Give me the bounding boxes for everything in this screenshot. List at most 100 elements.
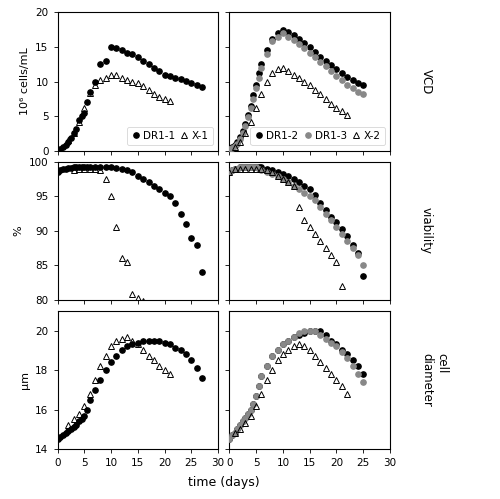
DR1-2 — [248, 103, 254, 109]
DR1-1 — [54, 147, 60, 153]
DR1-1 — [78, 113, 84, 119]
Y-axis label: 10⁶ cells/mL: 10⁶ cells/mL — [20, 48, 30, 115]
X-2 — [312, 87, 318, 93]
DR1-3 — [240, 130, 246, 136]
DR1-2 — [350, 77, 356, 83]
DR1-1 — [140, 58, 146, 64]
DR1-3 — [334, 73, 340, 79]
DR1-1 — [65, 139, 71, 145]
DR1-2 — [280, 27, 286, 33]
DR1-2 — [296, 36, 302, 42]
DR1-1 — [151, 65, 157, 71]
DR1-1 — [114, 45, 119, 51]
X-1 — [135, 80, 141, 86]
X-2 — [344, 112, 350, 118]
DR1-3 — [360, 91, 366, 97]
DR1-2 — [232, 142, 237, 148]
DR1-2 — [226, 146, 232, 152]
DR1-3 — [306, 49, 312, 55]
DR1-2 — [250, 92, 256, 98]
DR1-1 — [167, 73, 173, 79]
DR1-2 — [264, 47, 270, 53]
DR1-2 — [234, 139, 240, 145]
DR1-1 — [162, 72, 168, 78]
X-1 — [76, 119, 82, 125]
Line: DR1-1: DR1-1 — [55, 44, 204, 153]
X-1 — [156, 94, 162, 100]
DR1-3 — [318, 59, 324, 65]
DR1-1 — [57, 146, 63, 152]
X-2 — [242, 130, 248, 136]
Legend: DR1-1, X-1: DR1-1, X-1 — [128, 127, 213, 145]
X-1 — [102, 75, 108, 81]
DR1-1 — [183, 78, 189, 84]
DR1-1 — [130, 51, 136, 57]
DR1-1 — [62, 142, 68, 148]
DR1-2 — [302, 40, 308, 46]
DR1-2 — [318, 54, 324, 60]
DR1-3 — [234, 141, 240, 147]
DR1-2 — [339, 70, 345, 76]
DR1-1 — [84, 99, 90, 105]
X-1 — [86, 90, 92, 96]
DR1-1 — [119, 47, 125, 53]
DR1-3 — [344, 82, 350, 88]
DR1-3 — [269, 38, 275, 44]
DR1-1 — [156, 68, 162, 74]
DR1-3 — [296, 40, 302, 46]
DR1-1 — [76, 117, 82, 123]
DR1-1 — [68, 135, 74, 141]
DR1-1 — [70, 130, 76, 136]
DR1-2 — [237, 134, 243, 140]
DR1-3 — [312, 54, 318, 60]
DR1-3 — [245, 114, 251, 120]
DR1-2 — [344, 74, 350, 80]
X-2 — [339, 108, 345, 114]
DR1-1 — [146, 61, 152, 67]
DR1-3 — [242, 123, 248, 129]
DR1-2 — [328, 62, 334, 68]
X-2 — [274, 66, 280, 72]
DR1-3 — [248, 105, 254, 111]
DR1-2 — [286, 29, 292, 35]
X-2 — [258, 91, 264, 97]
DR1-1 — [199, 84, 205, 90]
DR1-3 — [229, 145, 235, 151]
X-2 — [248, 119, 254, 125]
X-1 — [98, 77, 103, 83]
Y-axis label: %: % — [14, 226, 24, 236]
X-2 — [322, 96, 328, 102]
DR1-2 — [322, 58, 328, 64]
DR1-1 — [188, 80, 194, 86]
DR1-3 — [258, 65, 264, 71]
DR1-3 — [274, 33, 280, 39]
DR1-1 — [82, 110, 87, 116]
X-2 — [269, 70, 275, 76]
X-2 — [302, 78, 308, 84]
DR1-2 — [312, 49, 318, 55]
DR1-2 — [258, 61, 264, 67]
DR1-2 — [242, 121, 248, 127]
DR1-1 — [98, 61, 103, 67]
X-1 — [92, 82, 98, 88]
X-2 — [286, 68, 292, 74]
DR1-2 — [229, 144, 235, 150]
X-2 — [296, 75, 302, 81]
DR1-2 — [306, 44, 312, 50]
DR1-3 — [232, 143, 237, 149]
DR1-1 — [73, 126, 79, 132]
X-1 — [130, 78, 136, 84]
X-1 — [70, 130, 76, 136]
X-1 — [82, 105, 87, 111]
DR1-3 — [290, 37, 296, 43]
DR1-3 — [280, 30, 286, 36]
DR1-3 — [328, 68, 334, 74]
Y-axis label: µm: µm — [20, 371, 30, 389]
Text: viability: viability — [420, 207, 433, 254]
DR1-1 — [108, 44, 114, 50]
Text: time (days): time (days) — [188, 476, 260, 489]
X-2 — [237, 139, 243, 145]
DR1-2 — [269, 36, 275, 42]
DR1-1 — [135, 54, 141, 60]
DR1-3 — [286, 33, 292, 39]
